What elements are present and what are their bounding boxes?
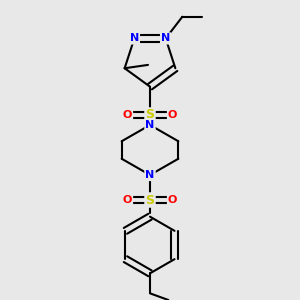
Text: O: O	[123, 110, 132, 120]
Text: O: O	[168, 195, 177, 205]
Text: S: S	[146, 109, 154, 122]
Text: N: N	[146, 120, 154, 130]
Text: O: O	[168, 110, 177, 120]
Text: O: O	[123, 195, 132, 205]
Text: N: N	[161, 33, 170, 43]
Text: S: S	[146, 194, 154, 206]
Text: N: N	[130, 33, 139, 43]
Text: N: N	[146, 170, 154, 180]
